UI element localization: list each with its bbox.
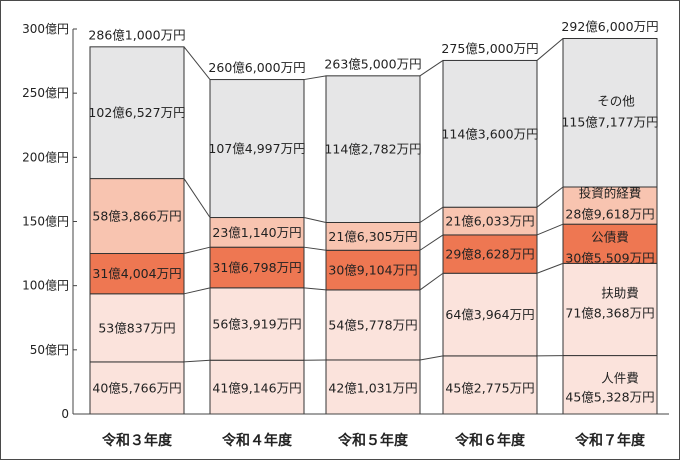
bar-segment-debt-service — [209, 246, 305, 289]
bar-segment-other — [209, 79, 305, 219]
x-category-label: 令和６年度 — [454, 432, 526, 449]
connector-line — [183, 178, 211, 218]
connector-line — [303, 75, 327, 81]
bar-segment-assistance — [562, 262, 658, 357]
connector-line — [183, 359, 211, 363]
y-tick-label: 50億円 — [30, 343, 69, 357]
y-tick-label: 100億円 — [22, 279, 69, 293]
bar-segment-debt-service — [89, 253, 185, 295]
value-label: 28億9,618万円 — [565, 207, 654, 222]
y-tick-label: 150億円 — [22, 215, 69, 229]
bar-segment-other — [562, 37, 658, 188]
value-label: 41億9,146万円 — [212, 381, 301, 396]
value-label: 29億8,628万円 — [445, 247, 534, 262]
connector-line — [419, 60, 444, 77]
value-label: 40億5,766万円 — [92, 381, 181, 396]
bar-segment-debt-service — [562, 223, 658, 264]
total-label: 260億6,000万円 — [208, 60, 305, 75]
total-label: 275億5,000万円 — [441, 41, 538, 56]
series-name-label: 扶助費 — [601, 286, 639, 301]
value-label: 53億837万円 — [98, 320, 175, 335]
total-label: 292億6,000万円 — [561, 19, 658, 34]
value-label: 102億6,527万円 — [88, 105, 185, 120]
y-tick-label: 300億円 — [22, 22, 69, 36]
value-label: 45億5,328万円 — [565, 390, 654, 405]
bar-segment-assistance — [89, 293, 185, 363]
connector-line — [183, 46, 211, 80]
total-label: 286億1,000万円 — [88, 27, 185, 42]
y-tick-label: 250億円 — [22, 86, 69, 100]
bar-segment-investment — [562, 186, 658, 225]
value-label: 58億3,866万円 — [92, 209, 181, 224]
connector-line — [419, 234, 444, 251]
connector-line — [536, 38, 564, 61]
value-label: 115億7,177万円 — [561, 115, 658, 130]
connector-line — [419, 272, 444, 291]
value-label: 31億6,798万円 — [212, 260, 301, 275]
value-label: 21億6,305万円 — [328, 229, 417, 244]
value-label: 30億9,104万円 — [328, 263, 417, 278]
connector-line — [419, 206, 444, 223]
bar-segment-personnel — [562, 355, 658, 415]
connector-line — [303, 287, 327, 291]
bar-segment-other — [89, 46, 185, 180]
x-category-label: 令和３年度 — [101, 432, 173, 449]
series-name-label: 投資的経費 — [579, 186, 642, 201]
x-category-label: 令和４年度 — [221, 432, 293, 449]
connector-line — [536, 262, 564, 274]
bar-segment-personnel — [325, 359, 421, 415]
value-label: 114億2,782万円 — [324, 142, 421, 157]
value-label: 21億6,033万円 — [445, 214, 534, 229]
series-name-label: 人件費 — [601, 371, 639, 386]
bar-segment-assistance — [442, 272, 538, 357]
value-label: 42億1,031万円 — [328, 381, 417, 396]
connector-line — [183, 287, 211, 295]
y-tick-label: 0 — [61, 407, 69, 421]
series-name-label: その他 — [597, 94, 635, 109]
value-label: 56億3,919万円 — [212, 317, 301, 332]
x-category-label: 令和５年度 — [337, 432, 409, 449]
connector-line — [536, 223, 564, 236]
connector-line — [419, 355, 444, 361]
value-label: 31億4,004万円 — [92, 266, 181, 281]
value-label: 64億3,964万円 — [445, 307, 534, 322]
bar-segment-investment — [89, 178, 185, 255]
series-name-label: 公債費 — [591, 230, 629, 245]
total-label: 263億5,000万円 — [324, 56, 421, 71]
connector-line — [183, 246, 211, 254]
bar-segment-debt-service — [442, 234, 538, 274]
bar-segment-assistance — [325, 289, 421, 361]
value-label: 54億5,778万円 — [328, 317, 417, 332]
value-label: 114億3,600万円 — [441, 126, 538, 141]
value-label: 45億2,775万円 — [445, 381, 534, 396]
connector-line — [303, 217, 327, 223]
value-label: 107億4,997万円 — [208, 141, 305, 156]
x-category-label: 令和７年度 — [574, 432, 646, 449]
y-tick-label: 200億円 — [22, 150, 69, 164]
value-label: 30億5,509万円 — [565, 251, 654, 266]
bar-segment-other — [325, 75, 421, 223]
connector-line — [536, 186, 564, 208]
bar-segment-debt-service — [325, 249, 421, 291]
bar-segment-investment — [442, 206, 538, 236]
bar-segment-investment — [209, 217, 305, 248]
connector-line — [303, 246, 327, 251]
value-label: 23億1,140万円 — [212, 225, 301, 240]
bar-segment-personnel — [89, 361, 185, 415]
value-label: 71億8,368万円 — [565, 306, 654, 321]
bar-segment-other — [442, 59, 538, 208]
